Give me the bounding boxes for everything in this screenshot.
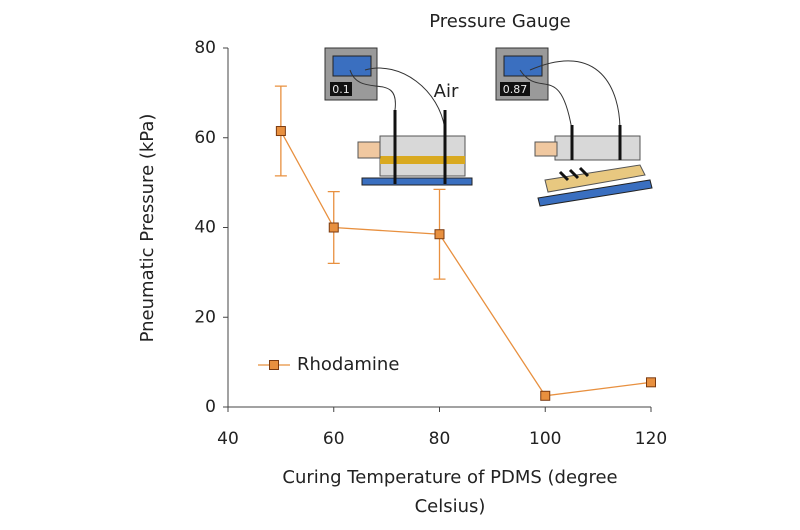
gauge-display — [503, 55, 543, 77]
x-axis-label: Celsius) — [415, 496, 486, 517]
wire — [519, 60, 621, 131]
gauge-readout — [500, 82, 530, 96]
legend-marker — [269, 360, 279, 370]
gauge-reading: 0.87 — [503, 83, 528, 96]
substrate — [537, 179, 653, 207]
x-axis-label: Curing Temperature of PDMS (degree — [282, 467, 617, 488]
peeled-layer — [544, 164, 646, 193]
gauge-readout — [330, 82, 352, 96]
marker — [540, 390, 551, 401]
x-tick-label: 40 — [217, 429, 239, 449]
arrows — [558, 166, 590, 182]
layer — [380, 156, 465, 164]
marker — [275, 126, 286, 137]
inlet — [534, 141, 558, 157]
substrate — [361, 177, 473, 186]
y-tick-label: 80 — [194, 38, 216, 58]
marker — [646, 377, 656, 388]
x-tick-label: 100 — [529, 429, 561, 449]
marker — [328, 222, 339, 233]
x-tick-label: 120 — [635, 429, 667, 449]
inlet — [357, 141, 381, 159]
y-tick-label: 60 — [194, 128, 216, 148]
inset-title: Pressure Gauge — [429, 11, 570, 32]
gauge-reading: 0.1 — [332, 83, 350, 96]
x-tick-label: 80 — [429, 429, 451, 449]
y-tick-label: 40 — [194, 218, 216, 238]
chip — [554, 135, 641, 161]
marker — [434, 229, 445, 240]
inset-diagram: Pressure Gauge Air 0.1 0.87 — [324, 11, 653, 207]
gauge-display — [332, 55, 372, 77]
legend-label: Rhodamine — [297, 354, 399, 375]
wire — [349, 67, 446, 131]
x-tick-label: 60 — [323, 429, 345, 449]
air-label: Air — [434, 81, 459, 102]
y-tick-label: 0 — [205, 397, 216, 417]
y-axis-label: Pneumatic Pressure (kPa) — [137, 114, 158, 343]
y-tick-label: 20 — [194, 307, 216, 327]
